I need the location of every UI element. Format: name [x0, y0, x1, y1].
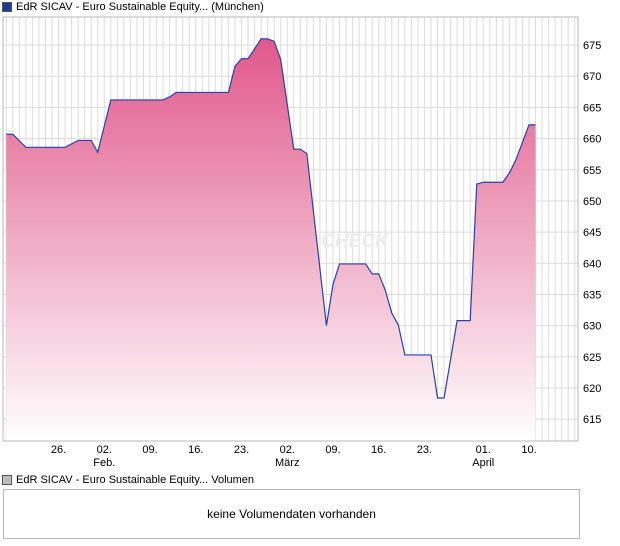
y-tick-label: 665 — [583, 102, 601, 114]
x-tick-label: 16. — [188, 444, 203, 456]
x-tick-label: 16. — [371, 444, 386, 456]
y-tick-label: 630 — [583, 321, 601, 333]
x-tick-label: 23. — [417, 444, 432, 456]
no-volume-message: keine Volumendaten vorhanden — [207, 507, 376, 521]
y-tick-label: 640 — [583, 258, 601, 270]
y-tick-label: 650 — [583, 196, 601, 208]
volume-legend-label: EdR SICAV - Euro Sustainable Equity... V… — [16, 474, 255, 486]
x-tick-label: 26. — [51, 444, 66, 456]
volume-panel: keine Volumendaten vorhanden — [3, 489, 580, 539]
x-tick-sublabel: Feb. — [93, 457, 115, 469]
y-tick-label: 660 — [583, 134, 601, 146]
volume-series-legend: EdR SICAV - Euro Sustainable Equity... V… — [2, 473, 254, 487]
y-tick-label: 635 — [583, 289, 601, 301]
y-tick-label: 645 — [583, 227, 601, 239]
y-tick-label: 625 — [583, 352, 601, 364]
price-area-fill — [6, 38, 536, 441]
y-tick-label: 655 — [583, 165, 601, 177]
x-tick-sublabel: April — [472, 457, 494, 469]
x-tick-label: 09. — [142, 444, 157, 456]
x-tick-label: 23. — [234, 444, 249, 456]
x-tick-label: 02. — [97, 444, 112, 456]
x-tick-label: 02. — [280, 444, 295, 456]
x-tick-sublabel: März — [275, 457, 299, 469]
price-line — [6, 38, 536, 399]
price-series-legend: EdR SICAV - Euro Sustainable Equity... (… — [2, 0, 264, 14]
price-chart: CHECK 615 620 625 630 635 640 645 650 655 660 665 6… — [2, 16, 601, 469]
price-legend-label: EdR SICAV - Euro Sustainable Equity... (… — [16, 1, 264, 13]
y-tick-label: 620 — [583, 383, 601, 395]
x-tick-label: 10. — [521, 444, 536, 456]
plot-frame — [2, 16, 579, 442]
y-tick-label: 670 — [583, 71, 601, 83]
price-legend-swatch — [2, 2, 12, 12]
watermark-text: CHECK — [321, 231, 390, 252]
x-tick-label: 01. — [476, 444, 491, 456]
x-tick-label: 09. — [325, 444, 340, 456]
y-tick-label: 675 — [583, 40, 601, 52]
y-tick-label: 615 — [583, 414, 601, 426]
volume-legend-swatch — [2, 475, 12, 485]
